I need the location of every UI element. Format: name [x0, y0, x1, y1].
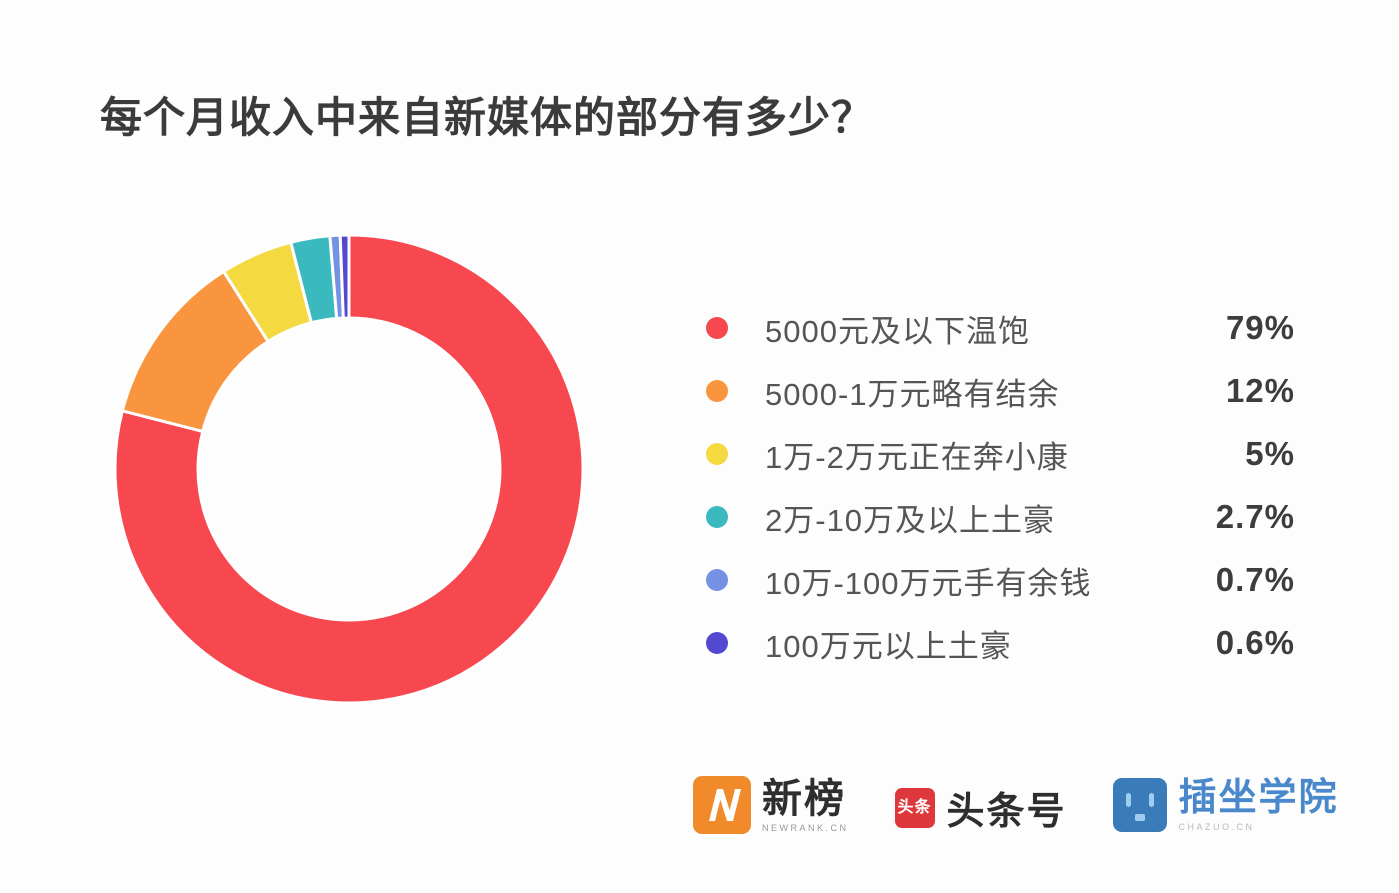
legend-value: 0.7%: [1215, 561, 1295, 598]
newrank-name: 新榜: [762, 777, 846, 821]
toutiao-logo-icon: 头条: [894, 787, 935, 828]
toutiao-name: 头条号: [946, 791, 1067, 833]
donut-slice-0: [113, 233, 585, 705]
donut-chart-svg: [113, 233, 585, 705]
legend-row-0: 5000元及以下温饱 79%: [706, 308, 1295, 349]
page-title: 每个月收入中来自新媒体的部分有多少？: [100, 94, 875, 141]
legend-color-dot: [706, 569, 728, 591]
chazuo-logo-icon: [1112, 778, 1167, 832]
donut-slice-5: [338, 233, 351, 320]
legend-row-2: 1万-2万元正在奔小康 5%: [706, 434, 1295, 475]
legend-color-dot: [706, 380, 728, 402]
chart-legend: 5000元及以下温饱 79% 5000-1万元略有结余 12% 1万-2万元正在…: [706, 308, 1295, 686]
toutiao-logo: 头条 头条号: [894, 780, 1067, 835]
legend-label: 1万-2万元正在奔小康: [765, 439, 1069, 475]
legend-color-dot: [706, 443, 728, 465]
legend-value: 2.7%: [1215, 498, 1295, 535]
chazuo-texts: 插坐学院 CHAZUO.CN: [1179, 776, 1339, 832]
legend-label: 100万元以上土豪: [765, 628, 1012, 664]
legend-color-dot: [706, 506, 728, 528]
legend-label: 2万-10万及以上土豪: [765, 502, 1056, 538]
chazuo-url: CHAZUO.CN: [1178, 822, 1255, 832]
legend-label: 5000元及以下温饱: [765, 313, 1030, 349]
newrank-url: NEWRANK.CN: [762, 823, 849, 833]
legend-color-dot: [706, 317, 728, 339]
legend-value: 12%: [1225, 372, 1295, 409]
newrank-n-bolt-icon: [709, 789, 741, 821]
chazuo-logo: 插坐学院 CHAZUO.CN: [1112, 776, 1339, 832]
newrank-logo-icon: [693, 776, 751, 834]
legend-value: 0.6%: [1215, 624, 1295, 661]
newrank-texts: 新榜 NEWRANK.CN: [762, 776, 849, 833]
donut-chart: [113, 233, 585, 705]
legend-row-1: 5000-1万元略有结余 12%: [706, 371, 1295, 412]
legend-color-dot: [706, 632, 728, 654]
legend-value: 79%: [1225, 309, 1295, 346]
legend-row-3: 2万-10万及以上土豪 2.7%: [706, 497, 1295, 538]
legend-value: 5%: [1245, 435, 1295, 472]
footer-logos: 新榜 NEWRANK.CN 头条 头条号 插坐学院 CHAZUO.CN: [693, 776, 1339, 835]
newrank-logo: 新榜 NEWRANK.CN: [693, 776, 849, 834]
chazuo-name: 插坐学院: [1178, 777, 1339, 819]
legend-row-5: 100万元以上土豪 0.6%: [706, 623, 1295, 664]
legend-row-4: 10万-100万元手有余钱 0.7%: [706, 560, 1295, 601]
legend-label: 5000-1万元略有结余: [765, 376, 1060, 412]
chazuo-robot-face-icon: [1125, 793, 1154, 821]
legend-label: 10万-100万元手有余钱: [765, 565, 1092, 601]
